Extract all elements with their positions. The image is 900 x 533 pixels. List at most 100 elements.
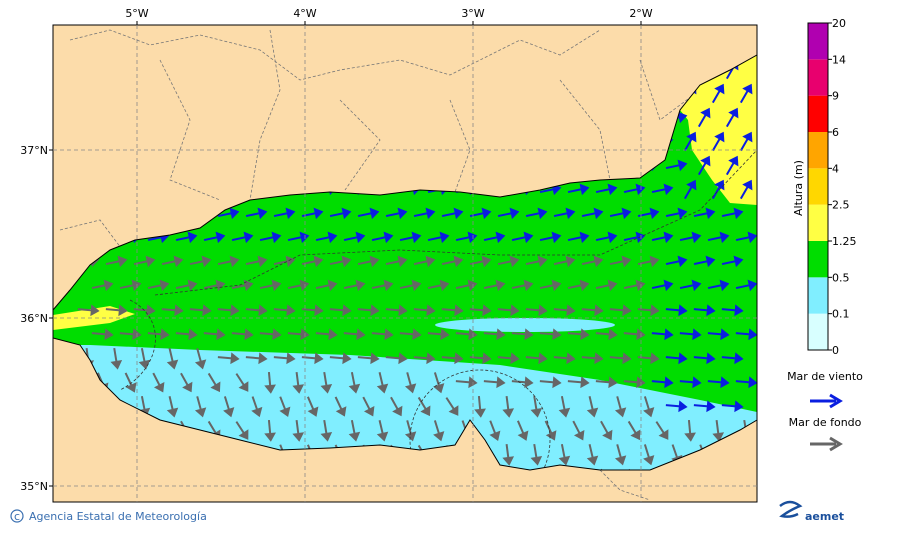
wave-arrow	[707, 231, 730, 244]
wave-arrow	[735, 376, 757, 389]
legend: Mar de viento Mar de fondo	[787, 370, 863, 452]
wave-arrow	[77, 304, 100, 317]
wave-arrow	[595, 328, 618, 341]
wave-arrow	[433, 420, 445, 442]
wave-arrow	[679, 376, 702, 389]
wave-arrow	[651, 183, 674, 196]
copyright-icon	[10, 509, 24, 523]
wave-arrow	[511, 231, 534, 244]
logo-icon	[779, 500, 803, 518]
wave-arrow	[194, 348, 207, 370]
wave-arrow	[595, 231, 618, 244]
colorbar-frame	[807, 22, 829, 351]
wave-arrow	[231, 279, 254, 292]
wave-arrow	[166, 396, 179, 418]
colorbar-label: 0	[832, 344, 839, 357]
wave-arrow	[376, 372, 389, 394]
wave-arrow	[469, 304, 492, 317]
wave-arrow	[483, 279, 506, 292]
sea-band	[680, 55, 757, 205]
lat-label: 36°N	[20, 312, 48, 325]
wave-arrow	[711, 83, 725, 104]
wave-arrow	[595, 183, 618, 196]
wave-arrow	[665, 400, 688, 413]
wave-arrow	[371, 279, 394, 292]
logo: aemet	[805, 510, 844, 523]
wave-arrow	[175, 231, 198, 244]
wave-arrow	[683, 131, 697, 152]
wave-arrow	[553, 255, 576, 268]
wave-arrow	[259, 279, 282, 292]
wave-arrow	[110, 347, 123, 370]
wave-arrow	[251, 396, 263, 418]
wave-arrow	[567, 231, 590, 244]
colorbar-segment	[808, 23, 828, 60]
wave-arrow	[567, 183, 590, 196]
wave-arrow	[637, 304, 660, 317]
wave-arrow	[385, 207, 408, 220]
colorbar-label: 2.5	[832, 199, 850, 212]
wave-arrow	[175, 328, 198, 341]
wave-arrow	[390, 396, 403, 417]
wave-arrow	[539, 376, 562, 389]
colorbar-label: 9	[832, 90, 839, 103]
lon-label: 2°W	[629, 7, 652, 20]
wave-arrow	[357, 304, 380, 317]
wave-arrow	[399, 328, 422, 341]
wave-arrow	[525, 304, 548, 317]
wave-arrow	[441, 255, 464, 268]
wave-arrow	[259, 231, 282, 244]
wave-arrow	[516, 420, 529, 441]
lon-label: 5°W	[125, 7, 148, 20]
legend-arrow	[810, 393, 843, 409]
wave-arrow	[581, 255, 604, 268]
wave-arrow	[441, 304, 464, 317]
credit: Agencia Estatal de Meteorología	[29, 510, 207, 523]
wave-arrow	[525, 255, 548, 268]
wave-arrow	[581, 304, 604, 317]
wave-arrow	[203, 328, 226, 341]
wave-arrow	[399, 231, 422, 244]
wave-arrow	[725, 155, 739, 176]
wave-arrow	[273, 207, 296, 220]
wave-arrow	[511, 279, 534, 292]
wave-arrow	[231, 328, 254, 341]
wave-arrow	[385, 304, 408, 317]
wave-arrow	[279, 396, 291, 418]
wave-arrow	[245, 255, 268, 268]
wave-arrow	[399, 279, 422, 292]
wave-arrow	[707, 279, 730, 292]
wave-arrow	[586, 444, 599, 466]
colorbar-label: 1.25	[832, 235, 857, 248]
wave-arrow	[530, 395, 543, 418]
wave-arrow	[334, 396, 347, 417]
wave-arrow	[609, 352, 632, 365]
legend-label: Mar de fondo	[789, 416, 862, 429]
lat-label: 35°N	[20, 480, 48, 493]
wave-arrow	[665, 159, 688, 172]
wave-arrow	[329, 352, 352, 365]
wave-arrow	[357, 255, 380, 268]
wave-arrow	[315, 328, 338, 341]
wave-arrow	[413, 304, 436, 317]
wave-arrow	[273, 255, 296, 268]
wave-arrow	[586, 396, 599, 418]
wave-arrow	[483, 231, 506, 244]
wave-arrow	[161, 255, 184, 268]
wave-arrow	[539, 231, 562, 244]
wave-arrow	[203, 231, 226, 244]
colorbar-segment	[808, 132, 828, 169]
wave-arrow	[684, 419, 696, 442]
wave-arrow	[553, 304, 576, 317]
colorbar-segment	[808, 59, 828, 96]
wave-arrow	[725, 107, 739, 128]
wave-arrow	[595, 376, 618, 389]
wave-arrow	[217, 255, 240, 268]
wave-arrow	[502, 395, 515, 418]
wave-arrow	[581, 352, 604, 365]
wave-arrow	[525, 352, 548, 365]
wave-arrow	[217, 207, 240, 220]
wave-arrow	[693, 255, 716, 268]
wave-arrow	[348, 371, 361, 394]
wave-arrow	[567, 279, 590, 292]
